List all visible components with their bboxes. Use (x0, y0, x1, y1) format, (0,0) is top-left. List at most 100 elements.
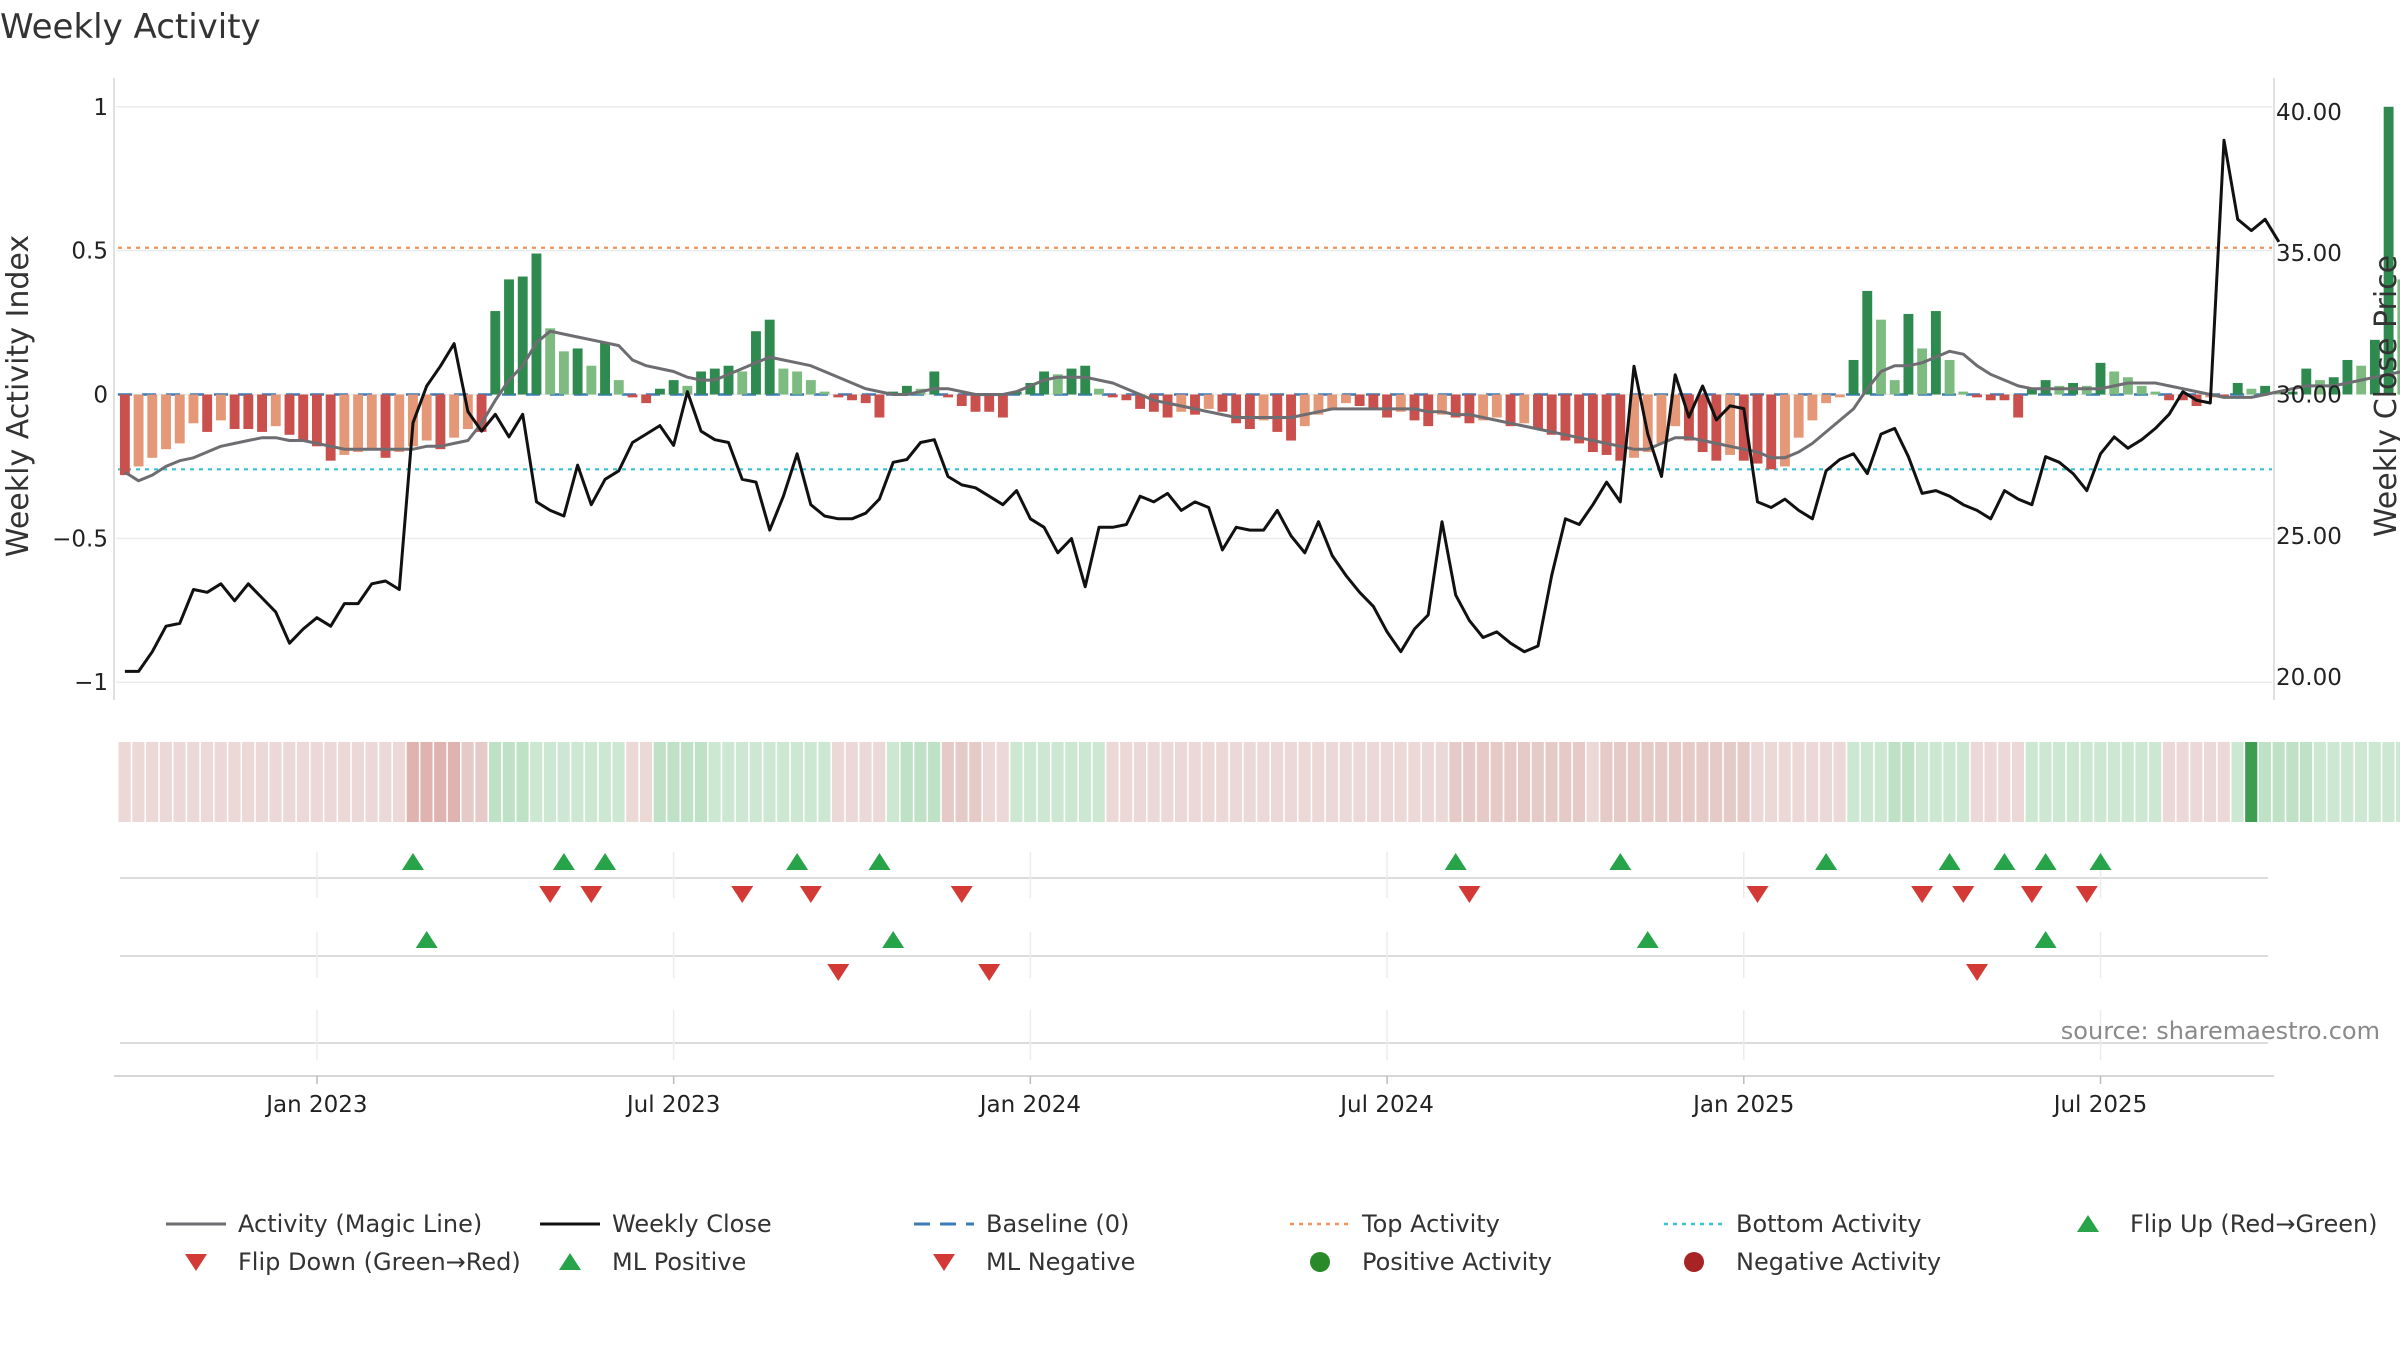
activity-bar (2260, 385, 2271, 395)
activity-bar (1231, 394, 1242, 424)
ribbon-cell (1421, 742, 1435, 822)
activity-bar (2123, 377, 2133, 395)
ribbon-cell (1024, 742, 1037, 822)
ribbon-cell (1092, 742, 1105, 822)
activity-bar (2013, 394, 2024, 418)
activity-bar (1958, 391, 1969, 395)
ribbon-cell (2121, 742, 2134, 822)
activity-bar (394, 394, 405, 453)
activity-bar (1066, 368, 1077, 395)
ribbon-cell (2039, 742, 2052, 822)
activity-bar (805, 380, 816, 395)
ribbon-cell (1284, 742, 1297, 822)
activity-bar (1917, 348, 1928, 395)
activity-bar (366, 394, 377, 450)
legend-label: Bottom Activity (1736, 1210, 1921, 1238)
magic-line (124, 329, 2400, 483)
legend-item: Activity (Magic Line) (166, 1210, 482, 1238)
activity-bar (833, 394, 844, 398)
activity-bar (353, 394, 364, 453)
ribbon-cell (1037, 742, 1050, 822)
ribbon-cell (351, 742, 364, 822)
legend-label: Flip Down (Green→Red) (238, 1248, 521, 1276)
ribbon-cell (214, 742, 227, 822)
activity-bar (627, 394, 638, 398)
ribbon-cell (2368, 742, 2381, 822)
ribbon-cell (420, 742, 433, 822)
flip-down-marker (2075, 886, 2098, 903)
activity-bar (956, 394, 967, 407)
activity-bar (1354, 394, 1365, 407)
series-lines (124, 138, 2400, 673)
activity-bar (1587, 394, 1598, 453)
ribbon-cell (1668, 742, 1682, 822)
ribbon-cell (1710, 742, 1723, 822)
ribbon-cell (900, 742, 913, 822)
activity-bar (298, 394, 309, 441)
ribbon-cell (639, 742, 653, 822)
chart-title: Weekly Activity (0, 7, 261, 47)
ribbon-cell (2272, 742, 2285, 822)
activity-bar (2383, 106, 2394, 395)
activity-bar (778, 368, 789, 395)
ribbon-cell (1518, 742, 1531, 822)
ribbon-cell (1531, 742, 1544, 822)
activity-bar (1766, 394, 1777, 470)
ribbon-cell (1312, 742, 1325, 822)
activity-bar (2287, 391, 2298, 395)
ml-negative-marker (827, 964, 850, 981)
ribbon-cell (379, 742, 392, 822)
activity-bar (188, 394, 199, 424)
activity-bar (1807, 394, 1818, 421)
ribbon-cell (2162, 742, 2175, 822)
ribbon-cell (1902, 742, 1915, 822)
ribbon-cell (1120, 742, 1133, 822)
activity-bar (517, 276, 528, 395)
activity-bar (1203, 394, 1214, 409)
ribbon-cell (1614, 742, 1627, 822)
activity-bar (997, 394, 1008, 418)
ribbon-cell (461, 742, 474, 822)
activity-bar (270, 394, 281, 427)
activity-bar (545, 328, 556, 395)
activity-bar (2369, 339, 2380, 395)
activity-bar (229, 394, 240, 430)
ribbon-cell (2245, 742, 2258, 822)
ribbon-cell (1490, 742, 1503, 822)
activity-bar (1162, 394, 1173, 418)
ribbon-cell (2313, 742, 2326, 822)
ribbon-cell (543, 742, 557, 822)
ribbon-cell (1271, 742, 1284, 822)
activity-bar (1244, 394, 1255, 430)
activity-bar (161, 394, 171, 450)
activity-bar (119, 394, 130, 476)
legend-up-swatch (2077, 1215, 2099, 1232)
ribbon-cell (1751, 742, 1764, 822)
ribbon-cell (434, 742, 447, 822)
ribbon-cell (406, 742, 419, 822)
ribbon-cell (612, 742, 625, 822)
ribbon-cell (2341, 742, 2354, 822)
flip-up-marker (2089, 853, 2112, 870)
ribbon-cell (626, 742, 639, 822)
ribbon-cell (2190, 742, 2203, 822)
activity-bar (215, 394, 226, 421)
ribbon-cell (392, 742, 406, 822)
left-axis-ticks: 1 0.5 0 −0.5 −1 (52, 95, 108, 696)
left-tick-label: −0.5 (52, 526, 108, 552)
ribbon-cell (1147, 742, 1160, 822)
activity-bar (1368, 394, 1379, 409)
activity-bar (147, 394, 158, 458)
activity-bar (1039, 371, 1050, 395)
flip-up-marker (1938, 853, 1961, 870)
activity-bar (2301, 368, 2312, 395)
left-tick-label: 0 (93, 383, 108, 409)
ribbon-cell (2176, 742, 2189, 822)
legend-label: ML Positive (612, 1248, 746, 1276)
activity-bar (1340, 394, 1351, 404)
activity-bar (1148, 394, 1159, 412)
ribbon-cell (1298, 742, 1311, 822)
activity-bar (2026, 388, 2037, 395)
activity-bar (380, 394, 391, 458)
flip-down-marker (1458, 886, 1481, 903)
